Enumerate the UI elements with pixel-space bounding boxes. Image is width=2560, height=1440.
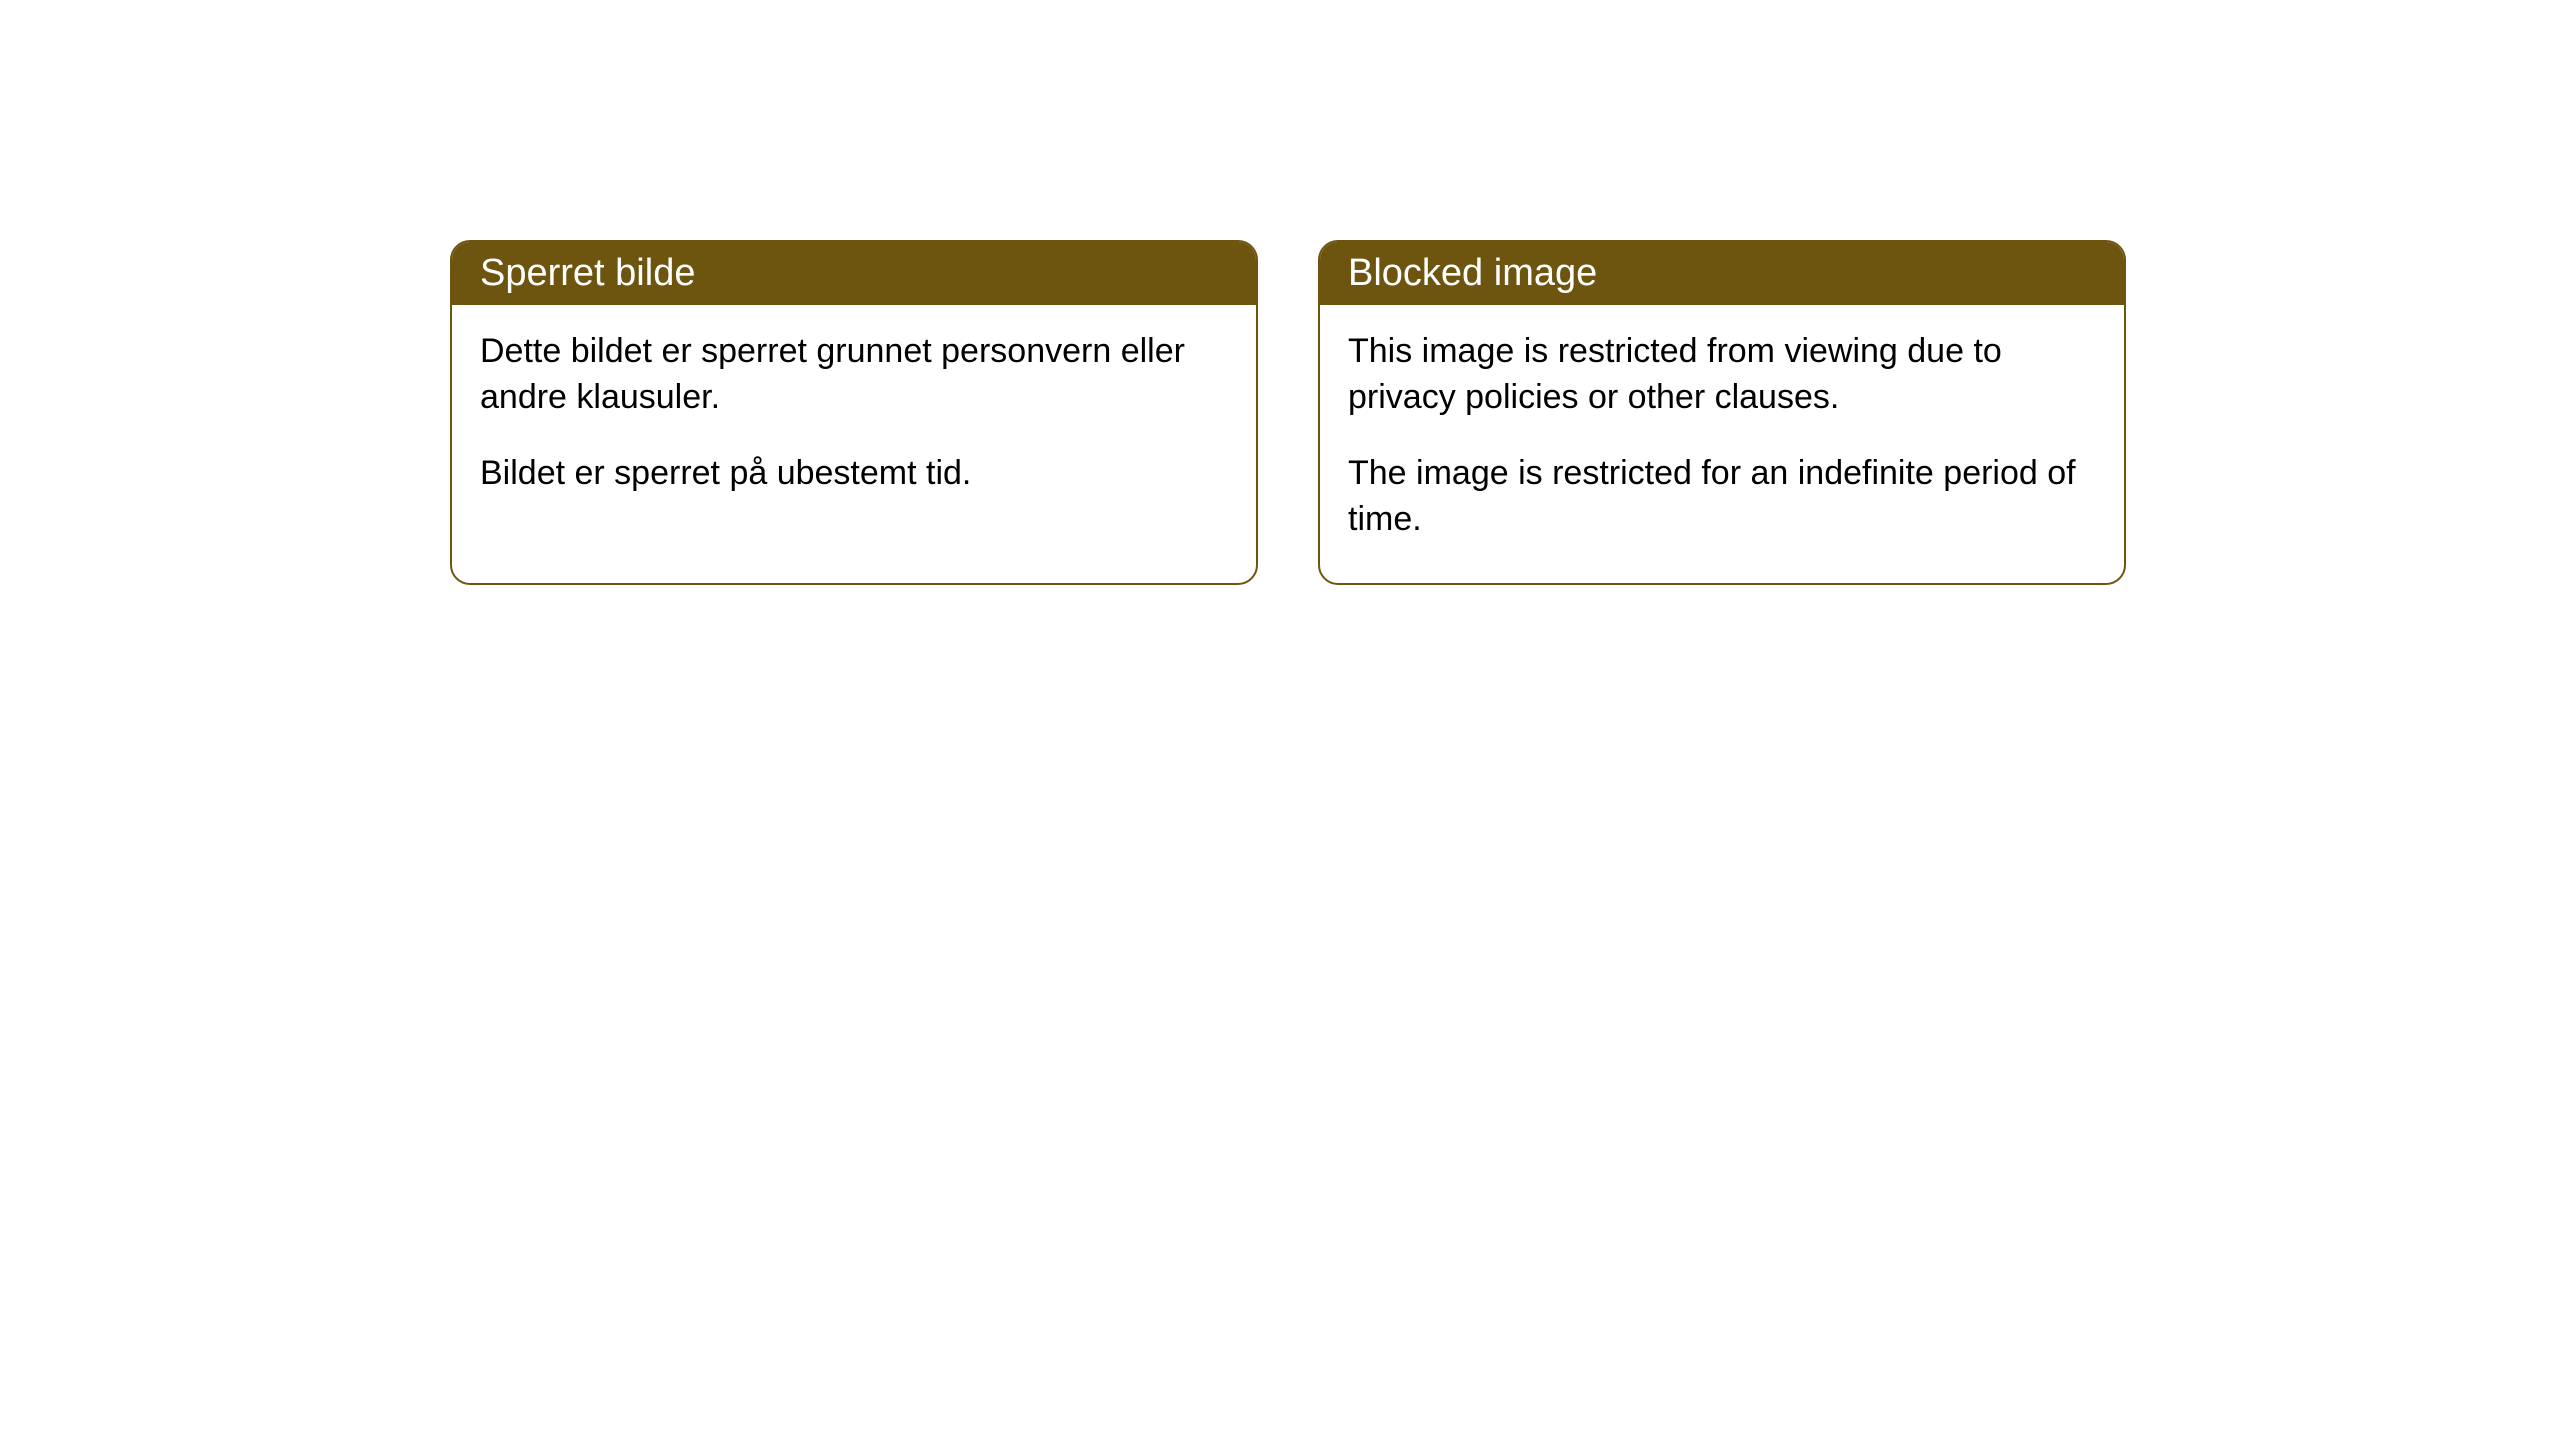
card-body-english: This image is restricted from viewing du… — [1320, 305, 2124, 583]
card-header-norwegian: Sperret bilde — [452, 242, 1256, 305]
card-title: Sperret bilde — [480, 252, 695, 294]
notice-card-english: Blocked image This image is restricted f… — [1318, 240, 2126, 585]
card-paragraph: The image is restricted for an indefinit… — [1348, 451, 2096, 543]
card-header-english: Blocked image — [1320, 242, 2124, 305]
card-paragraph: Dette bildet er sperret grunnet personve… — [480, 329, 1228, 421]
card-body-norwegian: Dette bildet er sperret grunnet personve… — [452, 305, 1256, 537]
card-title: Blocked image — [1348, 252, 1597, 294]
card-paragraph: This image is restricted from viewing du… — [1348, 329, 2096, 421]
notice-container: Sperret bilde Dette bildet er sperret gr… — [0, 0, 2560, 585]
notice-card-norwegian: Sperret bilde Dette bildet er sperret gr… — [450, 240, 1258, 585]
card-paragraph: Bildet er sperret på ubestemt tid. — [480, 451, 1228, 497]
